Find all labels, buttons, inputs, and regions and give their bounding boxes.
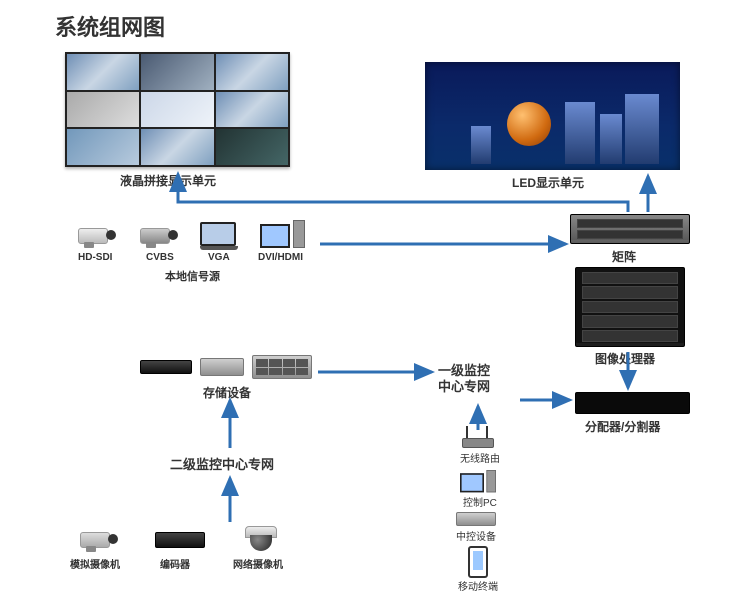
storage-label: 存储设备 xyxy=(203,384,251,401)
image-processor-label: 图像处理器 xyxy=(595,350,655,367)
storage-array xyxy=(252,355,312,379)
mobile-terminal-label: 移动终端 xyxy=(458,578,498,593)
l2-network-label: 二级监控中心专网 xyxy=(170,454,274,473)
vga-laptop-icon xyxy=(200,222,238,250)
hd-sdi-camera-icon xyxy=(78,224,118,246)
hd-sdi-label: HD-SDI xyxy=(78,252,112,263)
central-controller-icon xyxy=(456,512,496,526)
page-title: 系统组网图 xyxy=(55,10,165,42)
cvbs-camera-icon xyxy=(140,224,180,246)
ip-camera-label: 网络摄像机 xyxy=(233,556,283,571)
analog-camera-icon xyxy=(80,528,120,550)
dvi-hdmi-label: DVI/HDMI xyxy=(258,252,303,263)
storage-server-1 xyxy=(140,360,192,374)
image-processor xyxy=(575,267,685,347)
dvi-hdmi-pc-icon xyxy=(260,220,305,248)
encoder-label: 编码器 xyxy=(160,556,190,571)
storage-server-2 xyxy=(200,358,244,376)
ip-camera-icon xyxy=(245,526,277,552)
led-display-label: LED显示单元 xyxy=(512,174,584,191)
vga-label: VGA xyxy=(208,252,230,263)
lcd-videowall-label: 液晶拼接显示单元 xyxy=(120,172,216,189)
splitter-device xyxy=(575,392,690,414)
led-display xyxy=(425,62,680,170)
cvbs-label: CVBS xyxy=(146,252,174,263)
control-pc-label: 控制PC xyxy=(463,494,497,509)
wifi-router-label: 无线路由 xyxy=(460,450,500,465)
lcd-videowall xyxy=(65,52,290,167)
encoder-device xyxy=(155,532,205,548)
control-pc-icon xyxy=(460,470,496,492)
mobile-terminal-icon xyxy=(468,546,488,578)
matrix-label: 矩阵 xyxy=(612,248,636,265)
l1-network-label: 一级监控 中心专网 xyxy=(438,363,490,395)
splitter-label: 分配器/分割器 xyxy=(585,418,660,435)
local-source-label: 本地信号源 xyxy=(165,268,220,284)
matrix-device xyxy=(570,214,690,244)
analog-camera-label: 模拟摄像机 xyxy=(70,556,120,571)
wifi-router-icon xyxy=(462,438,494,448)
central-controller-label: 中控设备 xyxy=(456,528,496,543)
